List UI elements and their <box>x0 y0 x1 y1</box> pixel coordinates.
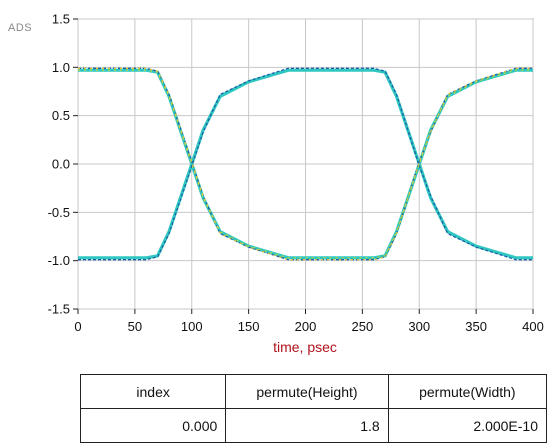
y-tick-label: 1.5 <box>52 12 70 27</box>
table-row: 0.000 1.8 2.000E-10 <box>79 408 548 443</box>
y-tick-label: -0.5 <box>48 205 70 220</box>
cell-width: 2.000E-10 <box>387 408 548 443</box>
ads-logo: ADS <box>8 22 33 34</box>
x-tick-label: 200 <box>295 319 317 334</box>
y-tick-label: 1.0 <box>52 60 70 75</box>
eye-diagram-chart: 1.5 1.0 0.5 0.0 -0.5 -1.0 -1.5 0 50 100 150 200 250… <box>48 12 544 356</box>
y-axis-ticks: 1.5 1.0 0.5 0.0 -0.5 -1.0 -1.5 <box>48 12 78 317</box>
x-tick-label: 350 <box>465 319 487 334</box>
series-line-4 <box>78 67 533 261</box>
x-axis-ticks: 0 50 100 150 200 250 300 350 400 <box>74 309 544 334</box>
x-tick-label: 0 <box>74 319 81 334</box>
cell-height: 1.8 <box>225 408 389 443</box>
header-width: permute(Width) <box>387 374 548 409</box>
y-tick-label: 0.0 <box>52 157 70 172</box>
x-tick-label: 250 <box>352 319 374 334</box>
header-height: permute(Height) <box>225 374 389 409</box>
table-header-row: index permute(Height) permute(Width) <box>79 374 548 409</box>
series-line-3 <box>78 67 533 261</box>
y-tick-label: -1.0 <box>48 253 70 268</box>
y-tick-label: 0.5 <box>52 108 70 123</box>
x-tick-label: 50 <box>128 319 142 334</box>
results-table: index permute(Height) permute(Width) 0.0… <box>79 374 548 443</box>
x-tick-label: 100 <box>181 319 203 334</box>
series-layer <box>78 67 533 261</box>
x-tick-label: 300 <box>408 319 430 334</box>
x-tick-label: 400 <box>522 319 544 334</box>
cell-index: 0.000 <box>79 408 227 443</box>
x-tick-label: 150 <box>238 319 260 334</box>
header-index: index <box>79 374 227 409</box>
y-tick-label: -1.5 <box>48 302 70 317</box>
x-axis-label: time, psec <box>273 339 337 355</box>
